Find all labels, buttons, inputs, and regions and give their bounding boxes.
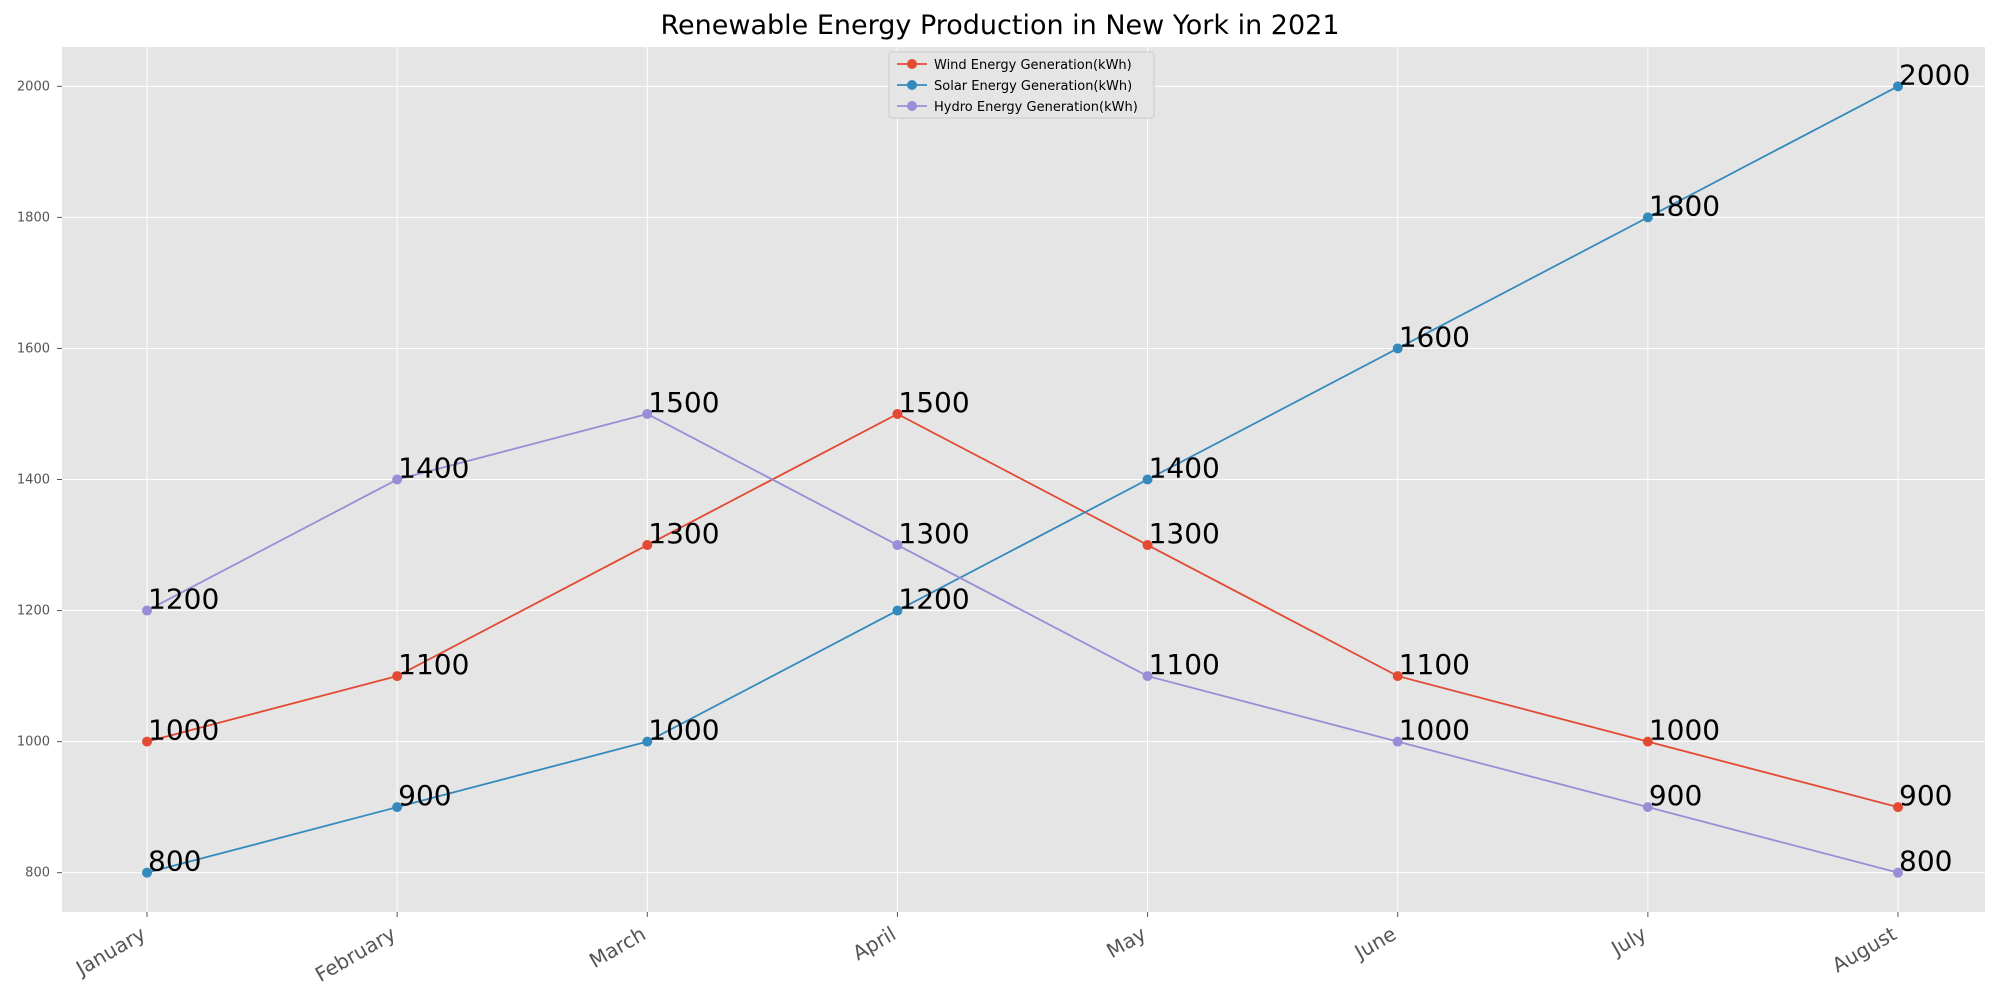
legend-box bbox=[888, 51, 1155, 119]
x-axis-ticks: January February March April May June July Augu… bbox=[70, 912, 1901, 987]
data-point bbox=[142, 605, 152, 616]
legend-item-label: Solar Energy Generation(kWh) bbox=[934, 79, 1132, 94]
x-tick-label: August bbox=[1828, 921, 1901, 977]
data-point bbox=[1392, 671, 1403, 682]
data-label: 800 bbox=[148, 845, 201, 878]
data-label: 1200 bbox=[148, 583, 219, 616]
legend-marker bbox=[907, 80, 917, 90]
data-labels: 1000 1100 1300 1500 1300 1100 1000 900 800 900 100… bbox=[148, 58, 1970, 877]
legend-item-label: Hydro Energy Generation(kWh) bbox=[934, 100, 1138, 115]
y-tick-label: 1400 bbox=[17, 473, 50, 488]
data-label: 1800 bbox=[1649, 189, 1720, 222]
legend: Wind Energy Generation(kWh) Solar Energy … bbox=[888, 51, 1155, 119]
data-label: 1400 bbox=[1149, 452, 1220, 485]
x-tick-label: February bbox=[311, 921, 400, 986]
legend-marker bbox=[907, 59, 917, 69]
data-point bbox=[1893, 867, 1903, 878]
series-line bbox=[146, 413, 1899, 874]
legend-marker bbox=[907, 101, 917, 111]
x-tick-label: May bbox=[1102, 921, 1150, 963]
data-label: 1000 bbox=[648, 714, 719, 747]
data-label: 2000 bbox=[1899, 58, 1970, 91]
data-label: 1500 bbox=[648, 386, 719, 419]
y-tick-label: 2000 bbox=[17, 79, 50, 94]
data-point bbox=[1893, 802, 1903, 813]
data-point bbox=[1142, 474, 1153, 485]
data-point bbox=[642, 540, 653, 551]
series-layer bbox=[142, 81, 1903, 878]
chart-title: Renewable Energy Production in New York … bbox=[660, 10, 1340, 41]
data-label: 1200 bbox=[898, 583, 969, 616]
data-label: 1300 bbox=[648, 517, 719, 550]
data-point bbox=[1142, 540, 1153, 551]
data-point bbox=[142, 867, 152, 878]
data-point bbox=[892, 605, 903, 616]
y-tick-label: 1200 bbox=[17, 604, 50, 619]
data-point bbox=[1642, 212, 1653, 223]
x-tick-label: June bbox=[1349, 922, 1400, 966]
data-label: 1000 bbox=[1399, 714, 1470, 747]
data-point bbox=[142, 736, 152, 747]
data-label: 1400 bbox=[398, 452, 469, 485]
data-label: 900 bbox=[398, 779, 451, 812]
data-point bbox=[1893, 81, 1903, 92]
data-point bbox=[892, 408, 903, 419]
data-point bbox=[1142, 671, 1153, 682]
data-label: 1300 bbox=[1149, 517, 1220, 550]
data-point bbox=[1392, 343, 1403, 354]
x-tick-label: January bbox=[70, 921, 150, 981]
data-label: 900 bbox=[1649, 779, 1702, 812]
x-tick-label: April bbox=[848, 922, 900, 966]
data-point bbox=[1392, 736, 1403, 747]
data-point bbox=[642, 736, 653, 747]
data-label: 1000 bbox=[1649, 714, 1720, 747]
data-label: 1100 bbox=[398, 648, 469, 681]
data-point bbox=[392, 474, 403, 485]
series-line bbox=[146, 412, 1899, 809]
y-tick-label: 800 bbox=[25, 866, 50, 881]
data-point bbox=[892, 540, 903, 551]
data-label: 900 bbox=[1899, 779, 1952, 812]
data-point bbox=[392, 671, 403, 682]
data-point bbox=[642, 408, 653, 419]
data-label: 1100 bbox=[1399, 648, 1470, 681]
series-line bbox=[146, 85, 1899, 874]
y-tick-label: 1600 bbox=[17, 341, 50, 356]
data-label: 1500 bbox=[898, 386, 969, 419]
y-tick-label: 1800 bbox=[17, 210, 50, 225]
data-label: 1300 bbox=[898, 517, 969, 550]
legend-item-label: Wind Energy Generation(kWh) bbox=[934, 58, 1132, 73]
data-label: 800 bbox=[1899, 845, 1952, 878]
data-point bbox=[1642, 736, 1653, 747]
data-label: 1100 bbox=[1149, 648, 1220, 681]
x-tick-label: March bbox=[585, 922, 650, 973]
x-tick-label: July bbox=[1605, 921, 1650, 961]
y-axis-ticks: 800 1000 1200 1400 1600 1800 2000 bbox=[17, 79, 62, 881]
data-point bbox=[392, 802, 403, 813]
data-label: 1600 bbox=[1399, 320, 1470, 353]
data-label: 1000 bbox=[148, 714, 219, 747]
data-point bbox=[1642, 802, 1653, 813]
y-tick-label: 1000 bbox=[17, 735, 50, 750]
